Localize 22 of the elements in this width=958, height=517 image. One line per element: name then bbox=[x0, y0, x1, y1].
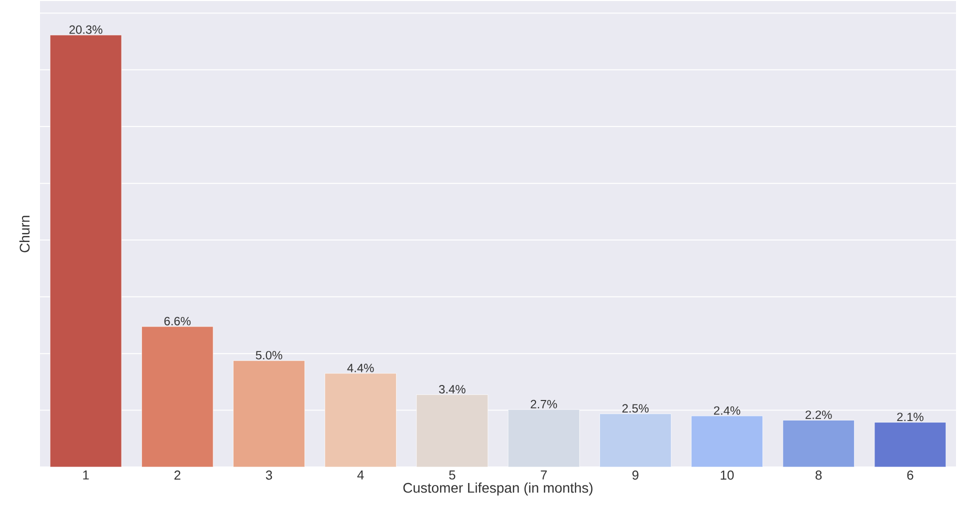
x-tick-label: 4 bbox=[357, 470, 364, 480]
data-label: 2.2% bbox=[806, 410, 832, 419]
x-axis-title: Customer Lifespan (in months) bbox=[403, 482, 592, 496]
data-label: 2.7% bbox=[530, 400, 557, 408]
data-label: 3.4% bbox=[439, 384, 466, 394]
y-axis-title: Churn bbox=[19, 216, 30, 252]
x-tick-label: 8 bbox=[816, 470, 822, 480]
data-label: 4.4% bbox=[347, 364, 374, 372]
x-tick-label: 9 bbox=[632, 470, 638, 480]
data-label: 2.1% bbox=[897, 412, 924, 422]
x-tick-label: 10 bbox=[720, 470, 734, 480]
data-label: 2.4% bbox=[714, 406, 740, 415]
x-tick-label: 2 bbox=[174, 470, 180, 480]
x-tick-label: 3 bbox=[266, 470, 272, 480]
x-tick-label: 1 bbox=[83, 470, 89, 480]
data-label: 20.3% bbox=[69, 25, 102, 34]
data-label: 2.5% bbox=[622, 404, 649, 413]
x-tick-label: 6 bbox=[907, 470, 914, 480]
data-label: 6.6% bbox=[164, 316, 191, 326]
data-label: 5.0% bbox=[256, 350, 282, 360]
x-tick-label: 7 bbox=[540, 470, 547, 480]
x-tick-label: 5 bbox=[449, 470, 456, 480]
